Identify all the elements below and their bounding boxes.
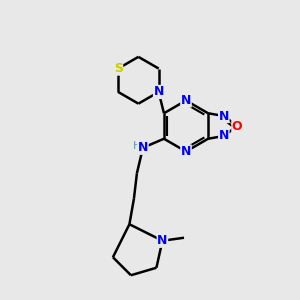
Text: N: N xyxy=(154,85,164,98)
Text: N: N xyxy=(219,130,229,142)
Text: N: N xyxy=(219,110,229,122)
Text: H: H xyxy=(133,141,141,151)
Text: S: S xyxy=(114,62,123,75)
Text: N: N xyxy=(181,94,191,107)
Text: O: O xyxy=(232,119,242,133)
Text: N: N xyxy=(181,145,191,158)
Text: N: N xyxy=(157,234,168,247)
Text: N: N xyxy=(138,141,148,154)
